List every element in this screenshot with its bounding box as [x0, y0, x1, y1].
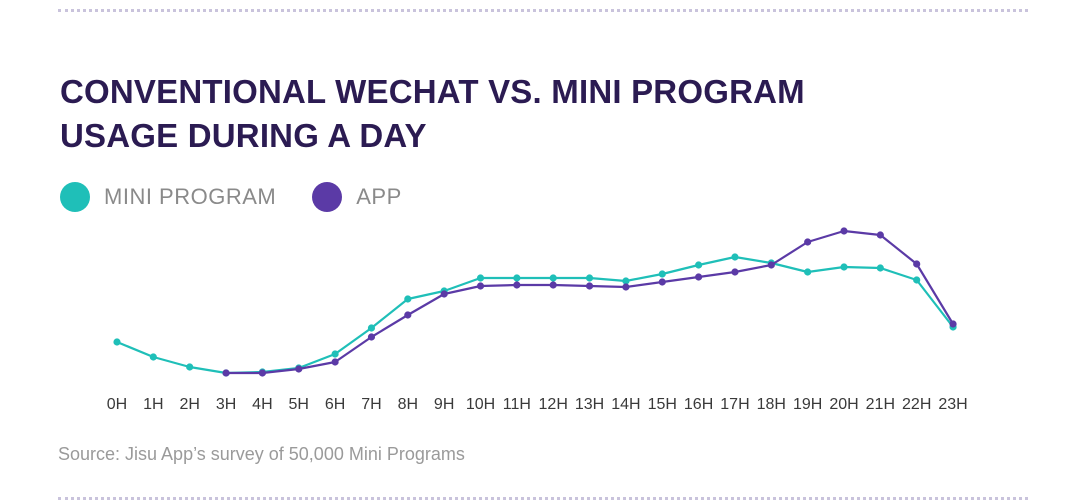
x-tick-label-11h: 11H — [503, 396, 531, 413]
data-point-app-22h — [913, 260, 921, 268]
data-point-mini-program-8h — [404, 295, 412, 303]
legend-marker-app — [312, 182, 343, 212]
x-tick-label-3h: 3H — [216, 396, 236, 413]
data-point-mini-program-12h — [549, 274, 557, 282]
data-point-mini-program-22h — [913, 276, 921, 284]
x-tick-label-1h: 1H — [143, 396, 163, 413]
data-point-mini-program-15h — [658, 270, 666, 278]
data-point-app-9h — [440, 290, 448, 298]
data-point-app-4h — [258, 369, 266, 377]
data-point-app-7h — [367, 333, 376, 341]
data-point-app-14h — [622, 283, 630, 291]
x-tick-label-14h: 14H — [611, 396, 640, 413]
data-point-app-23h — [949, 320, 957, 328]
data-point-mini-program-0h — [113, 338, 121, 346]
data-point-app-5h — [295, 365, 303, 373]
x-tick-label-15h: 15H — [648, 396, 677, 413]
x-tick-label-4h: 4H — [252, 396, 272, 413]
bottom-dotted-divider — [58, 497, 1028, 500]
data-point-mini-program-13h — [585, 274, 594, 282]
x-tick-label-12h: 12H — [539, 396, 568, 413]
x-tick-label-22h: 22H — [902, 396, 931, 413]
x-tick-label-0h: 0H — [107, 396, 127, 413]
data-point-app-12h — [549, 281, 557, 289]
x-tick-label-20h: 20H — [829, 396, 858, 413]
x-tick-label-7h: 7H — [361, 396, 381, 413]
data-point-mini-program-2h — [186, 363, 194, 371]
data-point-app-17h — [731, 268, 739, 276]
x-tick-label-2h: 2H — [179, 396, 199, 413]
data-point-mini-program-11h — [513, 274, 521, 282]
data-point-mini-program-19h — [804, 268, 812, 276]
x-tick-label-8h: 8H — [398, 396, 418, 413]
chart-title: CONVENTIONAL WECHAT VS. MINI PROGRAM USA… — [60, 70, 805, 158]
data-point-app-13h — [585, 282, 594, 290]
x-tick-label-18h: 18H — [757, 396, 786, 413]
data-point-app-21h — [876, 231, 884, 239]
legend-label-mini-program: MINI PROGRAM — [104, 184, 277, 209]
x-tick-label-17h: 17H — [720, 396, 749, 413]
x-tick-label-9h: 9H — [434, 396, 454, 413]
x-tick-label-19h: 19H — [793, 396, 822, 413]
data-point-app-16h — [695, 273, 703, 281]
data-point-mini-program-10h — [476, 274, 485, 282]
data-point-mini-program-16h — [695, 261, 703, 269]
line-chart: 0H 1H 2H 3H 4H 5H 6H 7H 8H 9H 10H 11H 12H 13H 14H 15H 16… — [106, 227, 968, 413]
data-point-mini-program-6h — [331, 350, 339, 358]
x-tick-label-10h: 10H — [466, 396, 495, 413]
top-dotted-divider — [58, 9, 1028, 12]
data-point-mini-program-21h — [876, 264, 884, 272]
legend-marker-mini-program — [60, 182, 90, 212]
data-point-app-3h — [222, 369, 230, 377]
data-point-app-20h — [840, 227, 848, 235]
legend-item-app: APP — [312, 182, 402, 212]
legend-label-app: APP — [356, 184, 402, 209]
series-line-mini-program — [116, 255, 954, 375]
data-point-app-8h — [404, 311, 412, 319]
x-tick-label-16h: 16H — [684, 396, 713, 413]
source-note: Source: Jisu App’s survey of 50,000 Mini… — [58, 444, 465, 464]
data-point-app-6h — [331, 358, 339, 366]
legend-item-mini-program: MINI PROGRAM — [60, 182, 276, 212]
data-point-app-15h — [658, 278, 666, 286]
data-point-mini-program-1h — [149, 353, 157, 361]
data-point-app-11h — [513, 281, 521, 289]
data-point-mini-program-17h — [731, 253, 739, 261]
x-tick-label-21h: 21H — [866, 396, 895, 413]
data-point-app-18h — [767, 261, 775, 269]
x-tick-label-13h: 13H — [575, 396, 604, 413]
data-point-app-19h — [804, 238, 812, 246]
data-point-mini-program-7h — [367, 324, 376, 332]
chart-title-line-1: CONVENTIONAL WECHAT VS. MINI PROGRAM — [60, 73, 805, 110]
data-point-app-10h — [476, 282, 485, 290]
chart-legend: MINI PROGRAM APP — [60, 182, 438, 212]
data-point-mini-program-20h — [840, 263, 848, 271]
x-tick-label-5h: 5H — [289, 396, 309, 413]
x-tick-label-6h: 6H — [325, 396, 345, 413]
data-point-mini-program-14h — [622, 277, 630, 285]
chart-title-line-2: USAGE DURING A DAY — [60, 117, 427, 154]
x-tick-label-23h: 23H — [938, 396, 967, 413]
